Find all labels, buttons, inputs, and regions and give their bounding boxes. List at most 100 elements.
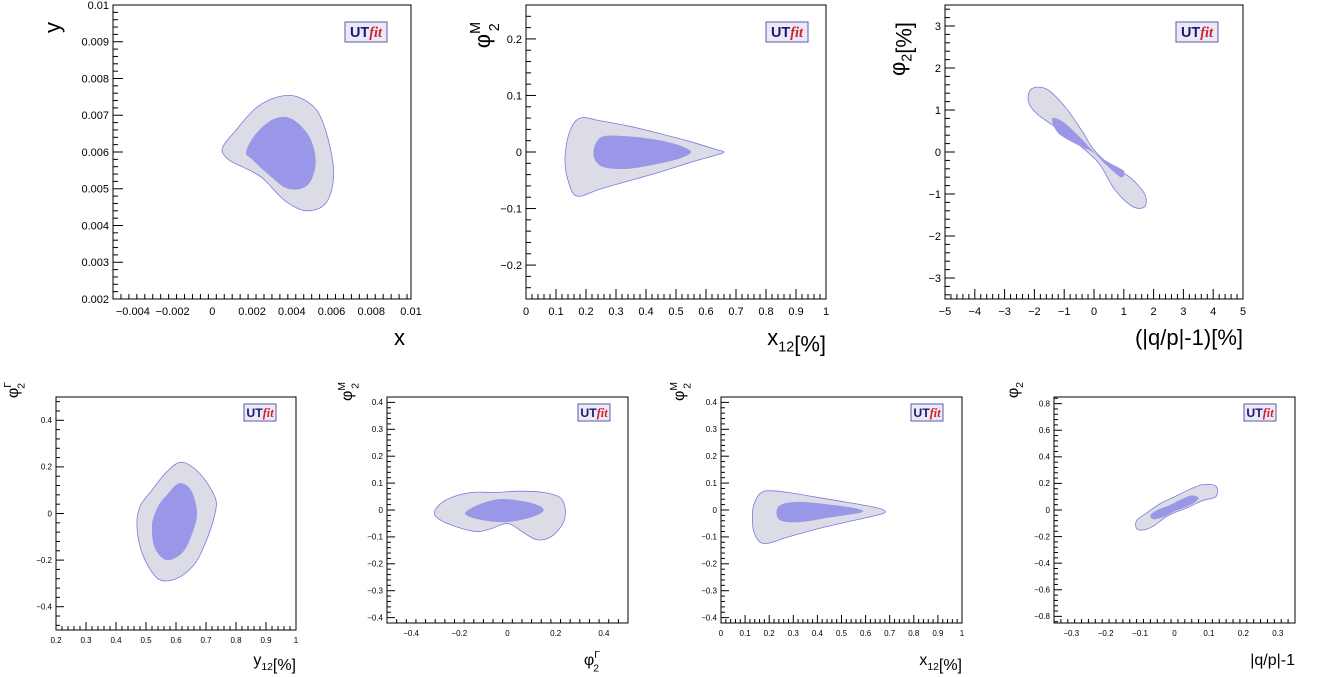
x-tick-label: −0.002 [156, 306, 190, 318]
label-unit: [%] [794, 332, 826, 357]
label-subscript: 2 [900, 54, 916, 62]
y-tick-label: 0.6 [1039, 426, 1051, 435]
x-axis-title: |q/p|-1 [1250, 652, 1295, 669]
y-tick-label: −0.4 [1034, 559, 1050, 568]
utfit-logo-ut: UT [1246, 406, 1263, 420]
label-main: (|q/p|-1) [1135, 325, 1211, 350]
x-tick-label: 0.4 [110, 636, 122, 645]
utfit-logo: UTfit [1175, 21, 1219, 43]
x-axis-title: x12[%] [767, 325, 826, 357]
x-tick-label: 0 [719, 629, 724, 638]
label-main: x [919, 652, 927, 669]
y-tick-label: 0.004 [81, 220, 109, 232]
utfit-logo-text: UTfit [246, 406, 274, 420]
utfit-logo-box [1243, 403, 1277, 422]
y-tick-label: 0.2 [706, 452, 718, 461]
x-tick-label: 0.7 [728, 306, 743, 318]
y-tick-label: −0.1 [701, 533, 717, 542]
x-tick-label: 3 [1180, 306, 1186, 318]
y-tick-label: 0.3 [372, 425, 384, 434]
x-tick-label: 0.1 [1203, 629, 1215, 638]
utfit-logo-box [910, 403, 944, 422]
y-tick-label: 0.2 [41, 463, 53, 472]
utfit-logo-text: UTfit [1181, 25, 1214, 41]
y-tick-label: −0.2 [367, 560, 383, 569]
x-tick-label: 0.7 [200, 636, 212, 645]
utfit-logo-ut: UT [350, 25, 369, 41]
utfit-logo-ut: UT [580, 406, 597, 420]
x-tick-label: 0.2 [550, 629, 562, 638]
y-tick-label: −0.3 [367, 587, 383, 596]
panel-3: −5 −4 −3 −2 −1 0 1 2 3 4 5−3−2−10123(|q/p|-1)[%]φ2… [885, 4, 1246, 350]
x-tick-label: −0.3 [1063, 629, 1079, 638]
inner-contour-68pct [1150, 495, 1199, 520]
utfit-logo-box [577, 403, 611, 422]
label-main: φ [671, 391, 688, 401]
label-main: y [253, 652, 261, 669]
utfit-logo-fit: fit [790, 25, 804, 41]
x-tick-label: 0.9 [788, 306, 803, 318]
contour-regions [751, 490, 886, 545]
contour-regions [1135, 483, 1218, 531]
utfit-logo-fit: fit [263, 406, 274, 420]
utfit-logo-fit: fit [369, 25, 383, 41]
y-tick-label: 0 [379, 506, 384, 515]
x-tick-label: 0.2 [764, 629, 776, 638]
utfit-logo: UTfit [765, 21, 809, 43]
utfit-logo-box [344, 21, 388, 43]
label-unit: [%] [892, 22, 917, 54]
x-tick-label: −2 [1028, 306, 1041, 318]
x-tick-label: 0.6 [698, 306, 713, 318]
y-tick-label: −0.1 [367, 533, 383, 542]
x-tick-label: 1 [1121, 306, 1127, 318]
utfit-logo: UTfit [1243, 403, 1277, 422]
y-tick-label: 0.009 [81, 37, 109, 49]
label-unit: [%] [1211, 325, 1243, 350]
label-superscript: M [337, 382, 348, 391]
label-subscript: 2 [682, 383, 693, 389]
label-subscript: 2 [1015, 382, 1026, 388]
label-unit: [%] [939, 657, 962, 674]
x-tick-label: 0.1 [548, 306, 563, 318]
x-tick-label: −0.2 [1098, 629, 1114, 638]
x-tick-label: 0.008 [358, 306, 386, 318]
y-tick-label: −0.4 [36, 603, 52, 612]
utfit-logo-fit: fit [1200, 25, 1214, 41]
y-tick-label: −0.4 [367, 613, 383, 622]
x-tick-label: 0.6 [860, 629, 872, 638]
utfit-logo-text: UTfit [580, 406, 608, 420]
y-tick-label: −2 [928, 231, 941, 243]
y-tick-label: −0.2 [1034, 532, 1050, 541]
x-tick-label: 0.2 [1238, 629, 1250, 638]
y-axis-title: φM 2 [669, 382, 694, 401]
y-axis-title: φΓ 2 [3, 382, 28, 398]
label-subscript: 12 [261, 662, 273, 673]
y-axis-title: φM 2 [337, 382, 362, 401]
y-tick-label: 0.8 [1039, 399, 1051, 408]
x-tick-label: 0.9 [260, 636, 272, 645]
y-tick-label: 3 [935, 21, 941, 33]
label-superscript: M [669, 382, 680, 391]
y-tick-label: 0.4 [1039, 453, 1051, 462]
x-tick-label: −0.4 [403, 629, 419, 638]
x-tick-label: 0 [505, 629, 510, 638]
x-tick-label: 1 [823, 306, 829, 318]
x-axis-title: φΓ 2 [584, 650, 600, 675]
label-superscript: M [468, 22, 484, 34]
label-main: φ [584, 652, 594, 669]
y-tick-label: −0.6 [1034, 586, 1050, 595]
x-tick-label: 0.8 [230, 636, 242, 645]
utfit-logo: UTfit [344, 21, 388, 43]
x-tick-label: −1 [1058, 306, 1071, 318]
y-tick-label: −3 [928, 273, 941, 285]
label-main: φ [470, 34, 495, 48]
utfit-logo-fit: fit [597, 406, 608, 420]
y-tick-label: 0.003 [81, 257, 109, 269]
label-main: φ [1005, 388, 1022, 398]
inner-contour-68pct [246, 116, 316, 190]
x-tick-label: 0 [1172, 629, 1177, 638]
x-tick-label: −0.004 [116, 306, 150, 318]
panel-7: −0.3 −0.2 −0.1 0 0.1 0.2 0.3 −0.8 −0.6 −0.4 −0.2 0 0… [1005, 382, 1296, 669]
y-tick-label: 0 [1046, 506, 1051, 515]
label-main: x [767, 325, 778, 350]
